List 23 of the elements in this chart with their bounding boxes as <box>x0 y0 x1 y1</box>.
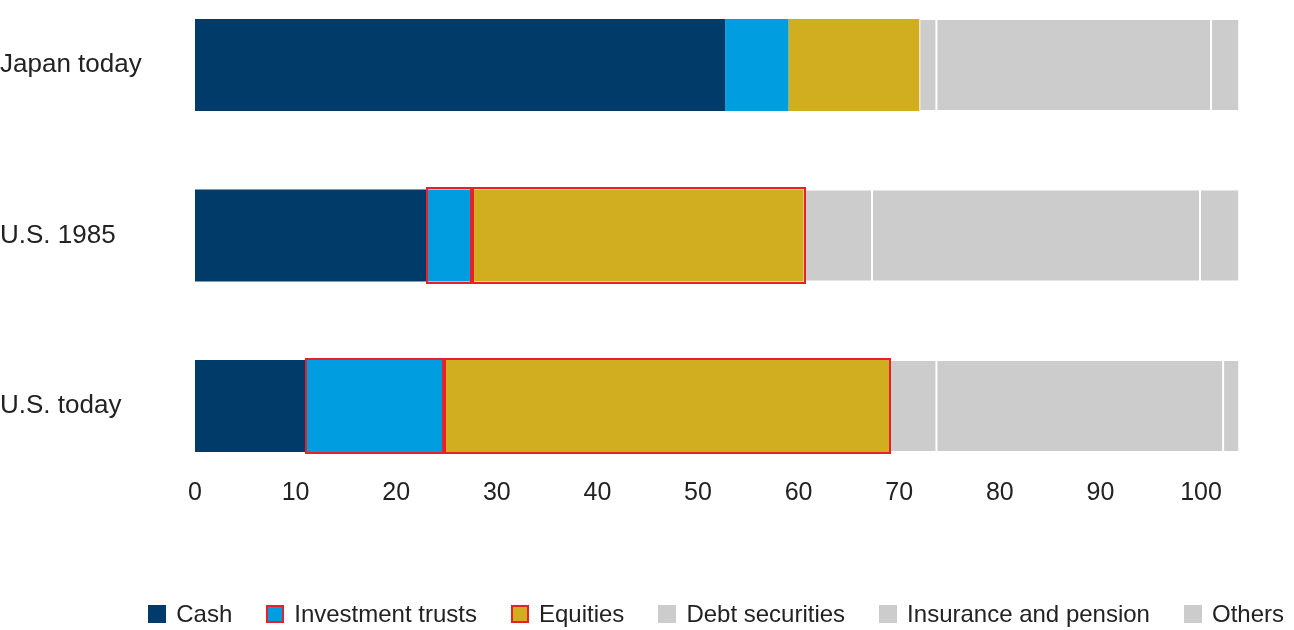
bar <box>788 18 920 112</box>
x-tick-label: 30 <box>482 476 511 505</box>
legend-label: Others <box>1211 600 1284 628</box>
x-tick-label: 50 <box>684 476 712 505</box>
y-tick-label: U.S. 1985 <box>0 218 116 249</box>
x-tick-label: 100 <box>1180 476 1222 505</box>
legend-label: Insurance and pension <box>907 600 1150 628</box>
bar <box>195 18 726 112</box>
x-tick-label: 40 <box>583 476 612 505</box>
legend-label: Equities <box>538 600 625 628</box>
x-tick-label: 70 <box>885 476 914 505</box>
x-tick-label: 20 <box>382 476 411 505</box>
x-tick-label: 10 <box>281 476 310 505</box>
bar <box>725 18 789 112</box>
y-tick-label: U.S. today <box>0 389 122 420</box>
legend-label: Investment trusts <box>294 600 477 628</box>
x-tick-label: 90 <box>1086 476 1115 505</box>
y-tick-label: Japan today <box>0 48 142 79</box>
legend-label: Cash <box>176 600 233 628</box>
legend-label: Debt securities <box>686 600 846 628</box>
x-tick-label: 60 <box>784 476 813 505</box>
x-tick-label: 0 <box>188 476 202 505</box>
x-tick-label: 80 <box>985 476 1014 505</box>
